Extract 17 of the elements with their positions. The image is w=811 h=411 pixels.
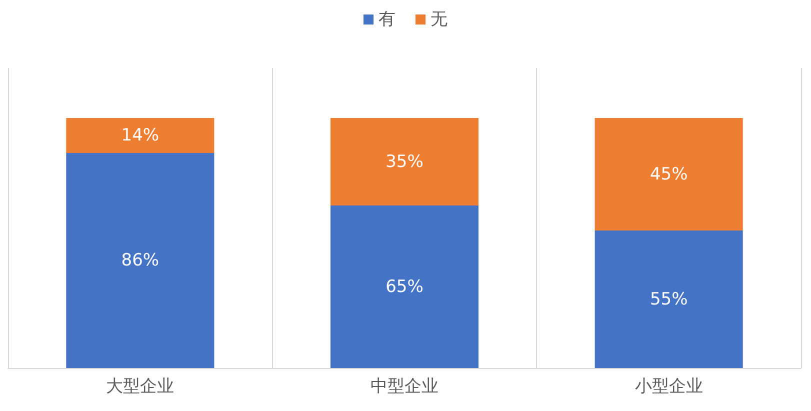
bar [330, 206, 479, 368]
bar [330, 118, 479, 206]
legend-label: 有 [378, 10, 396, 30]
x-tick-label: 中型企业 [370, 376, 438, 396]
data-label: 86% [121, 250, 160, 270]
data-label: 65% [386, 276, 424, 297]
bar [594, 118, 743, 230]
data-label: 45% [650, 164, 688, 184]
legend-label: 无 [430, 10, 448, 30]
bar [66, 118, 214, 153]
bar [66, 153, 214, 368]
data-label: 14% [121, 126, 160, 146]
x-tick-label: 大型企业 [106, 376, 174, 396]
data-label: 35% [386, 152, 424, 172]
data-label: 55% [650, 289, 688, 310]
bar [594, 230, 743, 368]
x-tick-label: 小型企业 [634, 376, 703, 396]
